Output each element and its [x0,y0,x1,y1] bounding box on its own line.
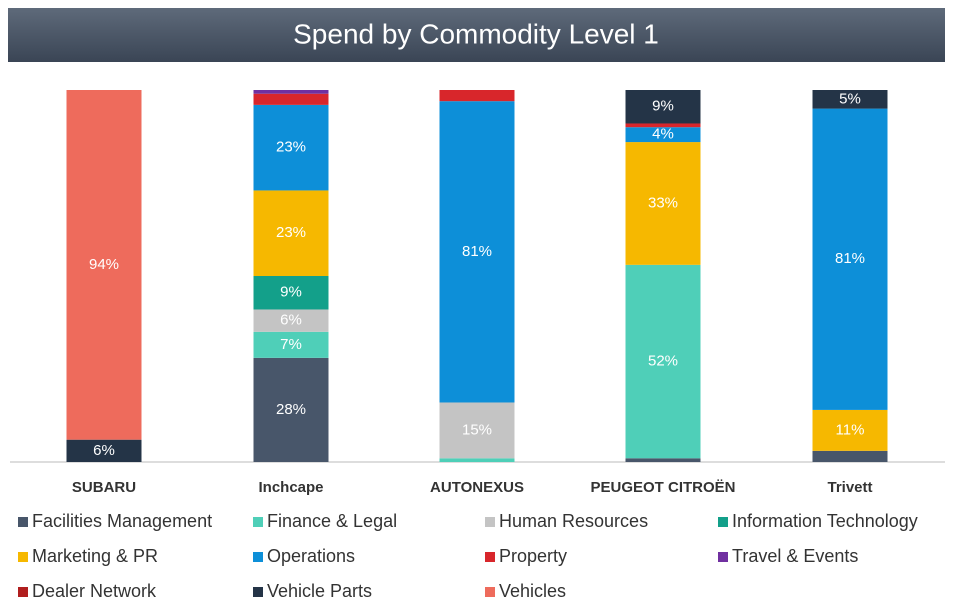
legend-label: Dealer Network [32,581,157,601]
data-label: 5% [839,90,861,107]
data-label: 4% [652,126,674,143]
bar-segment [439,101,515,403]
data-label: 9% [652,98,674,115]
legend-swatch [253,517,263,527]
data-label: 81% [462,243,492,260]
bar-segment [439,402,515,459]
legend-swatch [253,587,263,597]
bar-segment [625,458,701,462]
data-label: 94% [89,256,119,273]
data-label: 23% [276,139,306,156]
data-label: 81% [835,250,865,267]
bar-segment [253,331,329,358]
legend-label: Facilities Management [32,511,212,531]
legend-label: Finance & Legal [267,511,397,531]
data-label: 7% [280,336,302,353]
data-label: 15% [462,421,492,438]
bar-segment [625,127,701,143]
data-label: 9% [280,284,302,301]
legend-swatch [718,552,728,562]
data-label: 33% [648,194,678,211]
bar-segment [253,90,329,94]
bar-segment [625,264,701,459]
bar-segment [812,409,888,451]
bar-segment [812,450,888,462]
data-label: 23% [276,224,306,241]
category-logo: AUTONEXUS [430,479,524,496]
category-logo: Trivett [827,479,872,496]
bar-segment [439,90,515,102]
legend-label: Vehicle Parts [267,581,372,601]
legend-label: Travel & Events [732,546,858,566]
legend-swatch [485,517,495,527]
chart-title: Spend by Commodity Level 1 [293,18,659,49]
bar-segment [439,458,515,462]
data-label: 6% [280,312,302,329]
legend-label: Information Technology [732,511,918,531]
bar-segment [253,276,329,310]
bar-segment [66,90,142,440]
bar-segment [253,190,329,276]
bar-segment [253,309,329,332]
data-label: 11% [836,421,865,438]
legend-swatch [18,587,28,597]
bar-segment [812,108,888,410]
legend-label: Marketing & PR [32,546,158,566]
category-logo: Inchcape [258,479,323,496]
legend-swatch [18,517,28,527]
category-logo: SUBARU [72,479,136,496]
legend-label: Human Resources [499,511,648,531]
legend-swatch [253,552,263,562]
data-label: 6% [93,442,115,459]
category-logo: PEUGEOT CITROËN [590,479,735,496]
bar-segment [625,142,701,265]
legend-swatch [718,517,728,527]
legend-swatch [485,587,495,597]
legend-swatch [18,552,28,562]
bar-segment [625,90,701,124]
data-label: 28% [276,401,306,418]
legend-swatch [485,552,495,562]
title-bar [8,8,945,62]
data-label: 52% [648,353,678,370]
bar-segment [253,104,329,191]
bar-segment [625,123,701,128]
legend-label: Property [499,546,567,566]
bar-segment [812,90,888,109]
legend-label: Operations [267,546,355,566]
bar-segment [66,439,142,462]
bar-segment [253,357,329,462]
bar-segment [253,93,329,105]
legend-label: Vehicles [499,581,566,601]
